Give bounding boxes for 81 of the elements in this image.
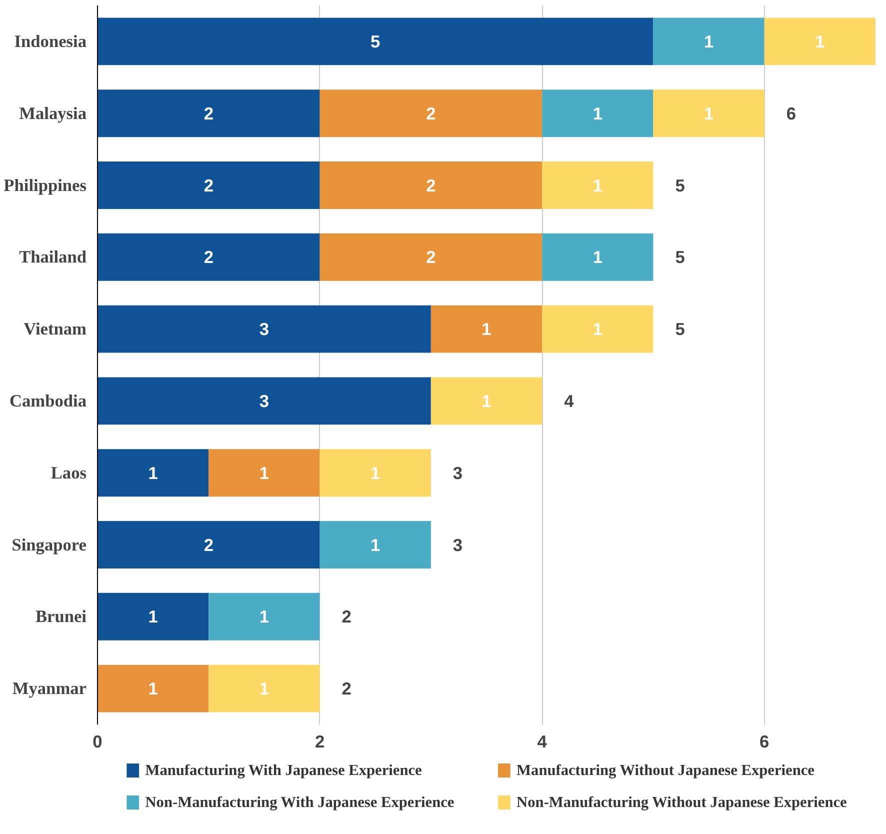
data-label: 2	[204, 175, 214, 196]
data-label: 3	[259, 319, 270, 340]
y-tick-label: Laos	[50, 463, 87, 482]
bar	[653, 18, 764, 66]
total-label: 3	[452, 462, 463, 483]
y-tick-label: Malaysia	[19, 104, 87, 123]
total-label: 2	[342, 678, 352, 699]
data-label: 1	[482, 319, 492, 340]
data-label: 2	[204, 103, 214, 124]
total-label: 5	[675, 319, 686, 340]
data-label: 1	[482, 390, 492, 411]
bar	[320, 162, 542, 209]
bar	[320, 233, 542, 281]
bar	[98, 664, 209, 712]
bar	[542, 90, 654, 138]
data-label: 1	[259, 462, 270, 483]
x-tick-label: 2	[314, 732, 325, 752]
bar	[98, 449, 209, 497]
data-label: 2	[204, 534, 214, 555]
total-label: 3	[452, 534, 463, 555]
total-label: 4	[564, 390, 574, 411]
data-label: 2	[426, 247, 436, 268]
data-label: 1	[592, 103, 603, 124]
total-label: 5	[675, 247, 686, 268]
total-label: 2	[342, 606, 352, 627]
bar	[764, 18, 876, 66]
data-label: 2	[426, 103, 436, 124]
bar	[98, 521, 320, 568]
legend-label: Non-Manufacturing Without Japanese Experience	[516, 794, 848, 811]
bar	[98, 377, 431, 425]
data-label: 2	[204, 247, 214, 268]
y-tick-label: Indonesia	[14, 32, 87, 51]
bar	[208, 664, 320, 712]
data-label: 1	[592, 175, 603, 196]
bar	[542, 305, 654, 353]
bar	[320, 90, 542, 138]
y-tick-label: Brunei	[35, 607, 87, 626]
x-tick-label: 4	[537, 732, 548, 752]
x-tick-label: 0	[92, 732, 102, 752]
bar	[208, 592, 320, 640]
bar	[208, 449, 320, 497]
y-tick-label: Vietnam	[24, 320, 88, 339]
bar	[542, 233, 654, 281]
bar	[98, 305, 431, 353]
x-tick-label: 6	[760, 732, 770, 752]
data-label: 1	[370, 534, 381, 555]
y-tick-label: Myanmar	[12, 679, 87, 698]
legend-label: Manufacturing Without Japanese Experience	[516, 762, 815, 779]
total-label: 5	[675, 175, 686, 196]
data-label: 1	[815, 31, 826, 52]
data-label: 1	[148, 606, 158, 627]
y-tick-label: Cambodia	[9, 391, 87, 410]
legend-label: Manufacturing With Japanese Experience	[145, 762, 422, 779]
data-label: 2	[426, 175, 436, 196]
y-tick-label: Philippines	[4, 176, 87, 195]
bar	[98, 162, 320, 209]
bar	[320, 449, 431, 497]
data-label: 1	[370, 462, 381, 483]
data-label: 1	[259, 606, 270, 627]
bar	[98, 592, 209, 640]
bar	[98, 18, 654, 66]
bar	[430, 377, 542, 425]
bar	[430, 305, 542, 353]
bar	[653, 90, 764, 138]
bar	[98, 90, 320, 138]
data-label: 1	[592, 247, 603, 268]
bar	[542, 162, 654, 209]
y-tick-label: Thailand	[19, 248, 87, 267]
data-label: 1	[148, 462, 158, 483]
data-label: 1	[592, 319, 603, 340]
total-label: 6	[786, 103, 796, 124]
data-label: 1	[704, 31, 714, 52]
bar	[320, 521, 431, 568]
data-label: 1	[148, 678, 158, 699]
data-label: 1	[259, 678, 270, 699]
data-label: 5	[370, 31, 381, 52]
bar	[98, 233, 320, 281]
data-label: 3	[259, 390, 270, 411]
y-tick-label: Singapore	[12, 535, 87, 554]
legend-label: Non-Manufacturing With Japanese Experience	[145, 794, 454, 811]
data-label: 1	[704, 103, 714, 124]
